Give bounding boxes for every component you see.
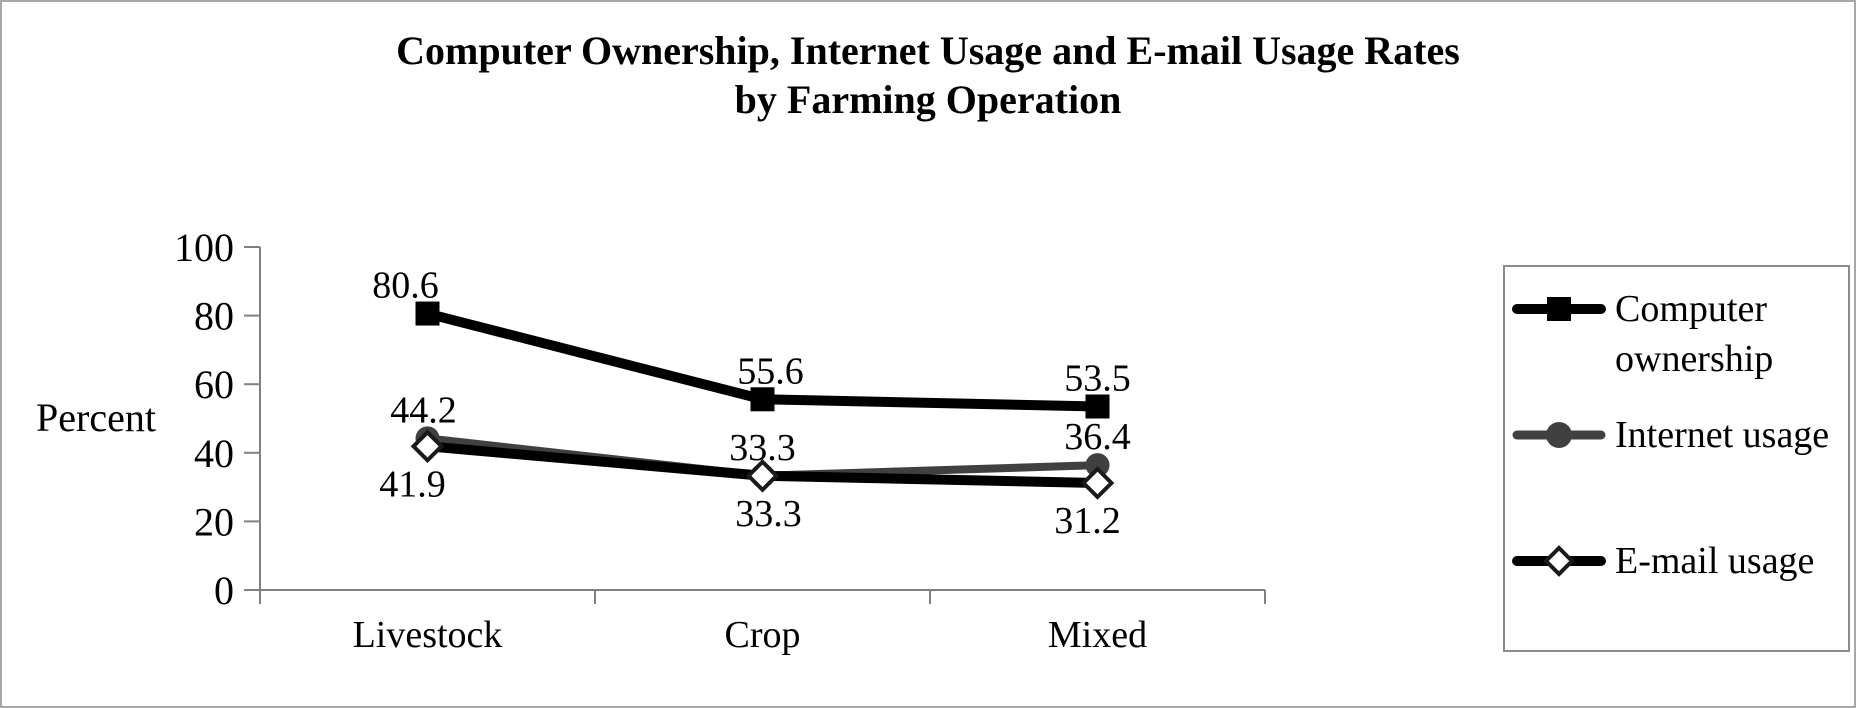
marker-diamond (410, 429, 445, 464)
data-label: 80.6 (372, 265, 439, 307)
data-label: 53.5 (1064, 357, 1131, 399)
y-tick-label: 20 (194, 499, 234, 544)
marker-diamond (745, 458, 780, 493)
legend-sample-circle-marker-icon (1512, 422, 1606, 448)
legend-sample-square-marker-icon (1512, 297, 1606, 321)
category-label: Mixed (1048, 614, 1147, 656)
data-label: 41.9 (379, 463, 446, 505)
marker-diamond (1080, 466, 1115, 500)
data-label: 55.6 (737, 350, 804, 392)
chart-title-line1: Computer Ownership, Internet Usage and E… (396, 28, 1460, 73)
legend-item-computer-ownership: Computer ownership (1511, 284, 1854, 384)
legend-label-email-usage: E-mail usage (1615, 540, 1815, 582)
data-label: 33.3 (735, 493, 802, 535)
data-label: 33.3 (729, 427, 796, 469)
marker-square (1085, 394, 1110, 419)
y-tick-label: 0 (214, 568, 234, 613)
legend-item-internet-usage: Internet usage (1511, 410, 1854, 460)
category-label: Crop (725, 614, 801, 656)
y-axis-title: Percent (36, 395, 156, 440)
category-label: Livestock (353, 614, 503, 656)
marker-square (415, 301, 440, 326)
marker-circle (1085, 453, 1110, 478)
y-tick-label: 80 (194, 294, 234, 339)
legend-label-internet-usage: Internet usage (1615, 414, 1830, 456)
legend-item-email-usage: E-mail usage (1511, 536, 1854, 586)
data-label: 36.4 (1064, 416, 1131, 458)
chart-title: Computer Ownership, Internet Usage and E… (396, 26, 1460, 124)
chart-title-line2: by Farming Operation (734, 77, 1122, 122)
y-tick-label: 60 (194, 362, 234, 407)
y-tick-label: 100 (174, 225, 234, 270)
legend-label-computer-ownership: Computer ownership (1615, 288, 1774, 380)
legend-sample-diamond-marker-icon (1512, 545, 1606, 577)
data-label: 44.2 (390, 389, 457, 431)
data-label: 31.2 (1054, 500, 1121, 542)
y-tick-label: 40 (194, 431, 234, 476)
legend: Computer ownership Internet usage E-mail… (1503, 265, 1850, 652)
marker-square (750, 387, 775, 412)
